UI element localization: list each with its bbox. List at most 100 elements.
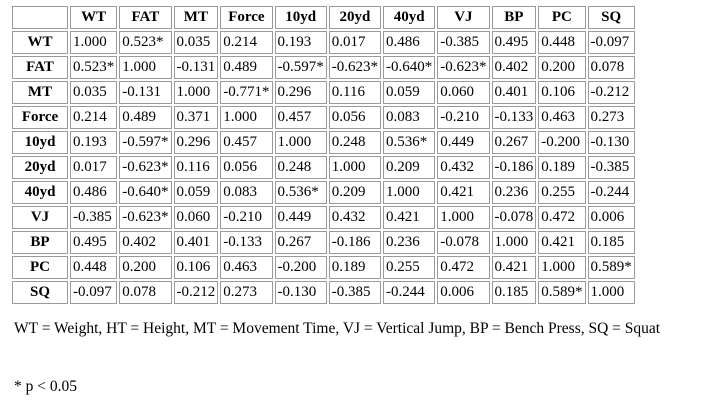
table-cell: 0.523* bbox=[70, 56, 118, 79]
table-cell: 0.486 bbox=[70, 181, 118, 204]
table-cell: 1.000 bbox=[383, 181, 436, 204]
table-cell: 0.236 bbox=[491, 181, 537, 204]
table-cell: -0.210 bbox=[220, 206, 273, 229]
table-cell: -0.200 bbox=[274, 256, 327, 279]
table-cell: 0.489 bbox=[220, 56, 273, 79]
column-header-bp: BP bbox=[491, 6, 537, 29]
table-cell: 0.106 bbox=[538, 81, 586, 104]
table-cell: 1.000 bbox=[437, 206, 490, 229]
table-cell: 0.472 bbox=[437, 256, 490, 279]
table-cell: -0.212 bbox=[587, 81, 635, 104]
table-cell: -0.640* bbox=[119, 181, 172, 204]
table-cell: 0.209 bbox=[328, 181, 381, 204]
table-cell: 0.421 bbox=[491, 256, 537, 279]
row-header-fat: FAT bbox=[12, 56, 68, 79]
column-header-20yd: 20yd bbox=[328, 6, 381, 29]
table-cell: -0.133 bbox=[220, 231, 273, 254]
table-row: VJ -0.385 -0.623* 0.060 -0.210 0.449 0.432 0.42… bbox=[12, 206, 635, 229]
column-header-pc: PC bbox=[538, 6, 586, 29]
table-cell: 0.189 bbox=[328, 256, 381, 279]
table-cell: -0.078 bbox=[437, 231, 490, 254]
table-cell: 0.457 bbox=[220, 131, 273, 154]
row-header-40yd: 40yd bbox=[12, 181, 68, 204]
abbreviation-note: WT = Weight, HT = Height, MT = Movement … bbox=[14, 320, 661, 337]
table-cell: -0.078 bbox=[491, 206, 537, 229]
table-cell: -0.130 bbox=[587, 131, 635, 154]
column-header-wt: WT bbox=[70, 6, 118, 29]
table-cell: 0.255 bbox=[538, 181, 586, 204]
table-cell: 0.200 bbox=[538, 56, 586, 79]
table-cell: -0.385 bbox=[70, 206, 118, 229]
table-cell: 0.371 bbox=[173, 106, 219, 129]
table-cell: 0.402 bbox=[491, 56, 537, 79]
table-cell: 0.267 bbox=[491, 131, 537, 154]
table-cell: 0.236 bbox=[383, 231, 436, 254]
table-row: WT 1.000 0.523* 0.035 0.214 0.193 0.017 0.486 -0… bbox=[12, 31, 635, 54]
table-cell: 0.296 bbox=[173, 131, 219, 154]
table-cell: 0.449 bbox=[274, 206, 327, 229]
row-header-bp: BP bbox=[12, 231, 68, 254]
table-cell: 0.059 bbox=[383, 81, 436, 104]
table-cell: -0.623* bbox=[328, 56, 381, 79]
table-cell: 0.523* bbox=[119, 31, 172, 54]
table-cell: 0.472 bbox=[538, 206, 586, 229]
table-cell: 0.536* bbox=[383, 131, 436, 154]
table-cell: 0.056 bbox=[220, 156, 273, 179]
table-cell: -0.186 bbox=[491, 156, 537, 179]
table-cell: 0.421 bbox=[437, 181, 490, 204]
table-cell: 0.189 bbox=[538, 156, 586, 179]
table-cell: 0.017 bbox=[70, 156, 118, 179]
table-row: 40yd 0.486 -0.640* 0.059 0.083 0.536* 0.209 1.0… bbox=[12, 181, 635, 204]
row-header-20yd: 20yd bbox=[12, 156, 68, 179]
table-cell: -0.131 bbox=[173, 56, 219, 79]
table-header: WT FAT MT Force 10yd 20yd 40yd VJ BP PC SQ bbox=[12, 6, 635, 29]
table-cell: 0.463 bbox=[538, 106, 586, 129]
row-header-vj: VJ bbox=[12, 206, 68, 229]
table-cell: -0.244 bbox=[383, 281, 436, 304]
table-cell: -0.244 bbox=[587, 181, 635, 204]
table-cell: 0.448 bbox=[538, 31, 586, 54]
table-cell: 1.000 bbox=[538, 256, 586, 279]
table-cell: 0.432 bbox=[437, 156, 490, 179]
table-cell: -0.623* bbox=[119, 156, 172, 179]
table-cell: 1.000 bbox=[173, 81, 219, 104]
table-cell: 0.421 bbox=[383, 206, 436, 229]
column-header-10yd: 10yd bbox=[274, 6, 327, 29]
table-cell: 0.267 bbox=[274, 231, 327, 254]
table-cell: 0.273 bbox=[220, 281, 273, 304]
table-cell: 0.255 bbox=[383, 256, 436, 279]
table-row: Force 0.214 0.489 0.371 1.000 0.457 0.056 0.083… bbox=[12, 106, 635, 129]
column-header-sq: SQ bbox=[587, 6, 635, 29]
table-cell: 0.214 bbox=[220, 31, 273, 54]
table-cell: 0.486 bbox=[383, 31, 436, 54]
header-row: WT FAT MT Force 10yd 20yd 40yd VJ BP PC SQ bbox=[12, 6, 635, 29]
column-header-vj: VJ bbox=[437, 6, 490, 29]
table-cell: 0.193 bbox=[70, 131, 118, 154]
column-header-fat: FAT bbox=[119, 6, 172, 29]
table-cell: 0.106 bbox=[173, 256, 219, 279]
table-cell: 0.248 bbox=[274, 156, 327, 179]
table-cell: -0.385 bbox=[437, 31, 490, 54]
significance-note: * p < 0.05 bbox=[14, 378, 77, 395]
table-cell: 0.185 bbox=[491, 281, 537, 304]
table-row: MT 0.035 -0.131 1.000 -0.771* 0.296 0.116 0.059… bbox=[12, 81, 635, 104]
table-body: WT 1.000 0.523* 0.035 0.214 0.193 0.017 0.486 -0… bbox=[12, 31, 635, 304]
table-row: SQ -0.097 0.078 -0.212 0.273 -0.130 -0.385 -0.2… bbox=[12, 281, 635, 304]
table-cell: -0.200 bbox=[538, 131, 586, 154]
table-row: 20yd 0.017 -0.623* 0.116 0.056 0.248 1.000 0.20… bbox=[12, 156, 635, 179]
table-cell: 0.457 bbox=[274, 106, 327, 129]
table-cell: -0.097 bbox=[70, 281, 118, 304]
table-cell: -0.186 bbox=[328, 231, 381, 254]
column-header-force: Force bbox=[220, 6, 273, 29]
table-cell: 0.083 bbox=[220, 181, 273, 204]
table-row: BP 0.495 0.402 0.401 -0.133 0.267 -0.186 0.236-… bbox=[12, 231, 635, 254]
correlation-table: WT FAT MT Force 10yd 20yd 40yd VJ BP PC SQ WT 1.000… bbox=[10, 4, 637, 306]
table-cell: 0.116 bbox=[173, 156, 219, 179]
table-cell: 1.000 bbox=[587, 281, 635, 304]
table-cell: 0.006 bbox=[437, 281, 490, 304]
table-cell: 0.006 bbox=[587, 206, 635, 229]
table-cell: 0.083 bbox=[383, 106, 436, 129]
table-cell: 0.495 bbox=[491, 31, 537, 54]
table-cell: -0.597* bbox=[274, 56, 327, 79]
table-cell: 0.489 bbox=[119, 106, 172, 129]
